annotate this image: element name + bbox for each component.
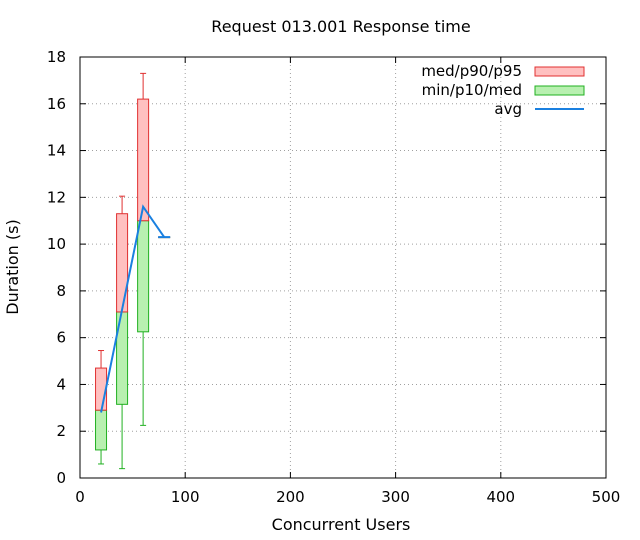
avg-series-line <box>100 204 165 413</box>
x-tick-label: 300 <box>381 488 410 506</box>
upper-box <box>137 98 150 222</box>
plot-border <box>79 56 607 479</box>
y-tick-label: 14 <box>47 142 66 160</box>
y-tick-label: 16 <box>47 95 66 113</box>
y-tick-label: 6 <box>56 329 66 347</box>
grid <box>80 57 606 478</box>
y-tick-label: 0 <box>56 469 66 487</box>
lower-box <box>95 409 108 451</box>
legend-swatch <box>534 85 585 96</box>
x-tick-label: 100 <box>171 488 200 506</box>
x-axis-title: Concurrent Users <box>272 515 411 534</box>
legend-label: avg <box>494 100 522 118</box>
plot-area <box>95 72 171 470</box>
y-tick-label: 10 <box>47 235 66 253</box>
y-tick-label: 18 <box>47 48 66 66</box>
y-tick-label: 12 <box>47 188 66 206</box>
x-tick-label: 0 <box>75 488 85 506</box>
x-tick-label: 400 <box>486 488 515 506</box>
legend-label: med/p90/p95 <box>421 62 522 80</box>
y-axis-title: Duration (s) <box>3 219 22 314</box>
upper-box <box>116 213 129 313</box>
y-tick-label: 4 <box>56 375 66 393</box>
axes: 0 2 4 6 8 10 12 14 16 18 0 100 200 300 400 500 <box>47 48 620 506</box>
legend-label: min/p10/med <box>422 81 522 99</box>
legend-swatch <box>534 66 585 77</box>
chart-title: Request 013.001 Response time <box>211 17 470 36</box>
lower-box <box>137 220 150 333</box>
y-tick-label: 8 <box>56 282 66 300</box>
y-tick-label: 2 <box>56 422 66 440</box>
x-tick-label: 200 <box>276 488 305 506</box>
x-tick-label: 500 <box>592 488 621 506</box>
